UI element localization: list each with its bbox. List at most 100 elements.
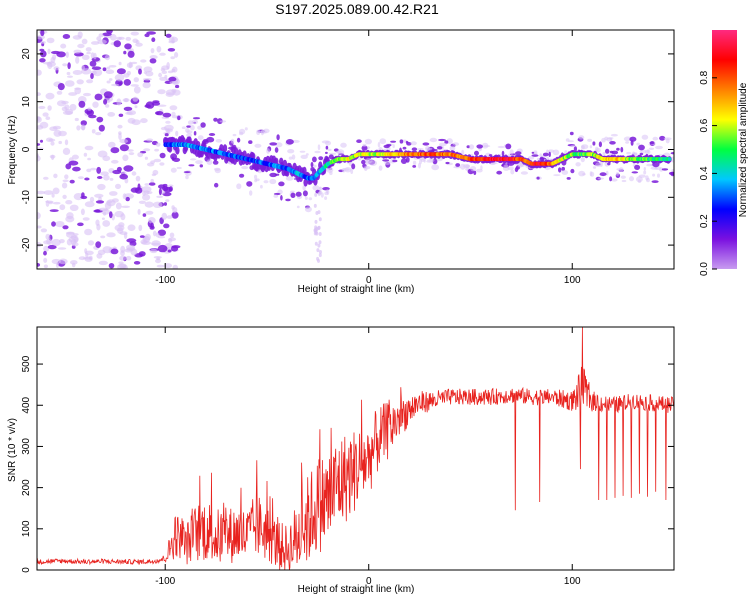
halo-blob bbox=[266, 148, 270, 154]
halo-blob bbox=[308, 197, 313, 201]
noise-blob bbox=[146, 31, 157, 35]
halo-blob bbox=[364, 138, 372, 145]
halo-blob bbox=[232, 133, 237, 137]
noise-blob bbox=[52, 187, 60, 195]
halo-blob bbox=[350, 169, 354, 174]
noise-blob bbox=[73, 193, 84, 201]
noise-blob bbox=[170, 245, 179, 252]
noise-blob bbox=[132, 96, 139, 102]
halo-blob bbox=[569, 131, 574, 136]
halo-blob bbox=[302, 190, 308, 197]
noise-blob bbox=[153, 158, 162, 163]
halo-blob bbox=[620, 175, 626, 179]
snr-panel: -100 0 100 0 100 200 300 400 500 Height of stra… bbox=[7, 326, 675, 595]
spectrogram-ridge-layer bbox=[163, 135, 672, 187]
halo-blob bbox=[501, 150, 505, 157]
noise-blob bbox=[80, 120, 88, 126]
noise-blob bbox=[92, 69, 103, 77]
halo-blob bbox=[611, 178, 618, 182]
streak-blob bbox=[319, 250, 322, 254]
figure-title: S197.2025.089.00.42.R21 bbox=[275, 1, 439, 17]
noise-blob bbox=[77, 176, 84, 180]
halo-blob bbox=[190, 158, 197, 161]
halo-blob bbox=[514, 167, 519, 173]
x-tick-label: -100 bbox=[155, 275, 175, 286]
noise-blob bbox=[84, 177, 90, 181]
halo-blob bbox=[254, 143, 262, 148]
halo-blob bbox=[269, 142, 278, 146]
noise-blob bbox=[40, 139, 43, 143]
noise-blob bbox=[104, 202, 112, 210]
halo-blob bbox=[626, 151, 632, 155]
halo-blob bbox=[610, 133, 618, 137]
noise-blob bbox=[42, 112, 49, 117]
noise-blob bbox=[137, 208, 141, 215]
noise-blob bbox=[150, 178, 154, 183]
halo-blob bbox=[648, 147, 655, 150]
halo-blob bbox=[468, 144, 475, 150]
noise-blob bbox=[65, 163, 72, 170]
noise-blob bbox=[174, 52, 179, 58]
noise-blob bbox=[74, 117, 79, 122]
halo-blob bbox=[241, 166, 249, 170]
noise-blob bbox=[144, 104, 151, 108]
noise-blob bbox=[72, 70, 83, 75]
noise-blob bbox=[155, 142, 161, 147]
noise-blob bbox=[66, 231, 75, 238]
halo-blob bbox=[326, 189, 330, 195]
noise-blob bbox=[157, 244, 168, 253]
noise-blob bbox=[150, 160, 156, 164]
halo-blob bbox=[449, 145, 456, 151]
noise-blob bbox=[107, 112, 116, 117]
halo-blob bbox=[661, 168, 669, 171]
halo-blob bbox=[505, 143, 512, 150]
noise-blob bbox=[162, 112, 172, 118]
noise-blob bbox=[167, 249, 172, 253]
noise-blob bbox=[103, 91, 113, 99]
noise-blob bbox=[159, 52, 166, 56]
noise-blob bbox=[77, 43, 85, 49]
noise-blob bbox=[144, 156, 148, 160]
noise-blob bbox=[157, 104, 167, 107]
noise-blob bbox=[37, 212, 41, 220]
halo-blob bbox=[633, 152, 638, 156]
noise-blob bbox=[126, 244, 135, 251]
halo-blob bbox=[411, 147, 418, 151]
noise-blob bbox=[67, 62, 71, 70]
halo-blob bbox=[351, 163, 356, 170]
noise-blob bbox=[108, 263, 115, 269]
noise-blob bbox=[171, 205, 175, 210]
noise-blob bbox=[171, 211, 179, 219]
streak-blob bbox=[316, 256, 320, 261]
noise-blob bbox=[168, 40, 176, 44]
noise-blob bbox=[87, 107, 92, 111]
halo-blob bbox=[510, 169, 515, 175]
noise-blob bbox=[157, 229, 166, 236]
halo-blob bbox=[646, 149, 650, 153]
halo-blob bbox=[260, 184, 263, 189]
noise-blob bbox=[95, 241, 102, 249]
halo-blob bbox=[592, 141, 596, 146]
colorbar-label: Normalized spectral amplitude bbox=[738, 82, 749, 217]
noise-blob bbox=[37, 69, 42, 76]
halo-blob bbox=[645, 175, 649, 181]
noise-blob bbox=[88, 255, 93, 261]
halo-blob bbox=[473, 170, 477, 175]
halo-blob bbox=[665, 138, 670, 144]
noise-blob bbox=[105, 104, 110, 108]
noise-blob bbox=[111, 159, 119, 164]
noise-blob bbox=[62, 110, 73, 115]
halo-blob bbox=[465, 164, 470, 169]
halo-blob bbox=[631, 171, 639, 174]
halo-blob bbox=[453, 166, 462, 169]
noise-blob bbox=[161, 212, 168, 220]
noise-blob bbox=[46, 37, 55, 44]
halo-blob bbox=[256, 129, 261, 135]
noise-blob bbox=[122, 154, 129, 162]
noise-blob bbox=[84, 145, 94, 151]
noise-blob bbox=[117, 124, 123, 129]
noise-blob bbox=[125, 111, 133, 115]
halo-blob bbox=[566, 177, 571, 180]
streak-blob bbox=[315, 211, 319, 215]
noise-blob bbox=[96, 176, 103, 179]
